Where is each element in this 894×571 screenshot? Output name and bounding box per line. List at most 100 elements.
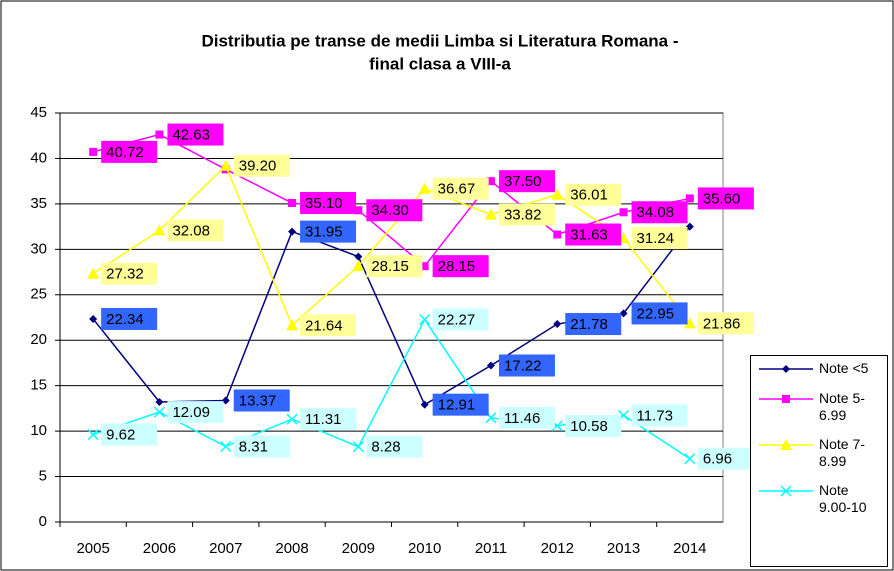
data-label-box xyxy=(565,183,622,206)
marker xyxy=(221,396,230,405)
data-label: 21.64 xyxy=(305,317,343,334)
data-label: 21.86 xyxy=(703,315,741,332)
data-label-box xyxy=(101,307,158,330)
marker xyxy=(551,188,564,200)
x-tick-label: 2013 xyxy=(607,540,640,557)
data-label-box xyxy=(697,447,754,470)
y-tick-label: 45 xyxy=(30,104,47,121)
data-label: 13.37 xyxy=(239,392,277,409)
data-label: 10.58 xyxy=(570,418,608,435)
series-line xyxy=(92,164,691,327)
data-label-box xyxy=(366,255,423,278)
legend-label: Note 5-6.99 xyxy=(819,390,865,423)
legend: Note <5 Note 5-6.99 Note 7-8.99 Note 9.00-1… xyxy=(750,355,888,567)
data-label-box xyxy=(366,435,423,458)
marker xyxy=(683,317,696,329)
data-label-box xyxy=(565,313,622,336)
data-label: 22.34 xyxy=(106,311,144,328)
data-label: 31.95 xyxy=(305,224,343,241)
series-line xyxy=(92,133,691,268)
data-label: 17.22 xyxy=(504,357,542,374)
data-label-box xyxy=(300,220,357,243)
data-label-box xyxy=(167,219,224,242)
x-tick-label: 2009 xyxy=(342,540,375,557)
marker xyxy=(619,309,628,318)
marker xyxy=(684,453,696,465)
y-tick-label: 30 xyxy=(30,240,47,257)
plot-area xyxy=(59,112,724,523)
marker xyxy=(685,194,694,203)
marker xyxy=(780,485,792,497)
marker xyxy=(418,182,431,194)
data-label-box xyxy=(631,201,688,224)
x-tick-label: 2006 xyxy=(143,540,176,557)
data-label: 11.73 xyxy=(637,407,673,424)
legend-swatch xyxy=(759,485,813,497)
data-label-box xyxy=(101,140,158,163)
marker xyxy=(685,222,694,231)
marker xyxy=(89,147,98,156)
data-label-box xyxy=(631,227,688,250)
marker xyxy=(782,395,790,403)
marker xyxy=(619,208,628,217)
data-label: 34.08 xyxy=(637,204,675,221)
data-label: 40.72 xyxy=(106,144,144,161)
marker xyxy=(486,361,495,370)
data-label-box xyxy=(233,154,290,177)
data-label: 12.91 xyxy=(438,397,476,414)
data-label-box xyxy=(300,408,357,431)
data-label-box xyxy=(631,302,688,325)
x-tick-label: 2010 xyxy=(408,540,441,557)
marker xyxy=(219,159,232,171)
x-tick-label: 2012 xyxy=(541,540,574,557)
data-label-box xyxy=(432,393,489,416)
marker xyxy=(553,230,562,239)
data-label: 22.27 xyxy=(438,312,476,329)
data-label: 11.46 xyxy=(504,410,540,427)
data-label: 32.08 xyxy=(172,222,210,239)
data-label-box xyxy=(101,262,158,285)
marker xyxy=(782,365,790,373)
marker xyxy=(354,252,363,261)
legend-item: Note 5-6.99 xyxy=(753,390,885,424)
data-label: 9.62 xyxy=(106,427,135,444)
data-label-box xyxy=(300,191,357,214)
marker xyxy=(87,429,99,441)
marker xyxy=(288,198,297,207)
data-label: 36.67 xyxy=(438,181,476,198)
marker xyxy=(484,208,497,220)
marker xyxy=(780,439,792,450)
data-label: 39.20 xyxy=(239,158,277,175)
marker xyxy=(286,319,299,331)
data-label: 11.31 xyxy=(305,411,341,428)
data-label-box xyxy=(300,314,357,337)
y-tick-label: 20 xyxy=(30,331,47,348)
y-tick-label: 0 xyxy=(39,513,47,530)
data-label-box xyxy=(432,177,489,200)
legend-item: Note 7-8.99 xyxy=(753,436,885,470)
data-label-box xyxy=(498,406,555,429)
data-label: 33.82 xyxy=(504,207,542,224)
data-label: 8.31 xyxy=(239,438,268,455)
data-label: 12.09 xyxy=(172,404,210,421)
y-tick-label: 5 xyxy=(39,468,47,485)
data-label: 35.10 xyxy=(305,195,343,212)
marker xyxy=(352,441,364,453)
data-label: 28.15 xyxy=(438,258,476,275)
legend-swatch xyxy=(759,439,813,450)
marker xyxy=(89,314,98,323)
marker xyxy=(352,260,365,272)
marker xyxy=(553,320,562,329)
legend-label: Note 7-8.99 xyxy=(819,436,865,469)
data-label-box xyxy=(498,203,555,226)
data-label: 31.63 xyxy=(570,226,608,243)
legend-item: Note <5 xyxy=(753,360,885,378)
data-label: 35.60 xyxy=(703,190,741,207)
data-label-box xyxy=(631,404,688,427)
legend-swatch xyxy=(759,395,813,403)
data-label-box xyxy=(233,389,290,412)
data-label-box xyxy=(498,170,555,193)
data-label: 27.32 xyxy=(106,266,144,283)
